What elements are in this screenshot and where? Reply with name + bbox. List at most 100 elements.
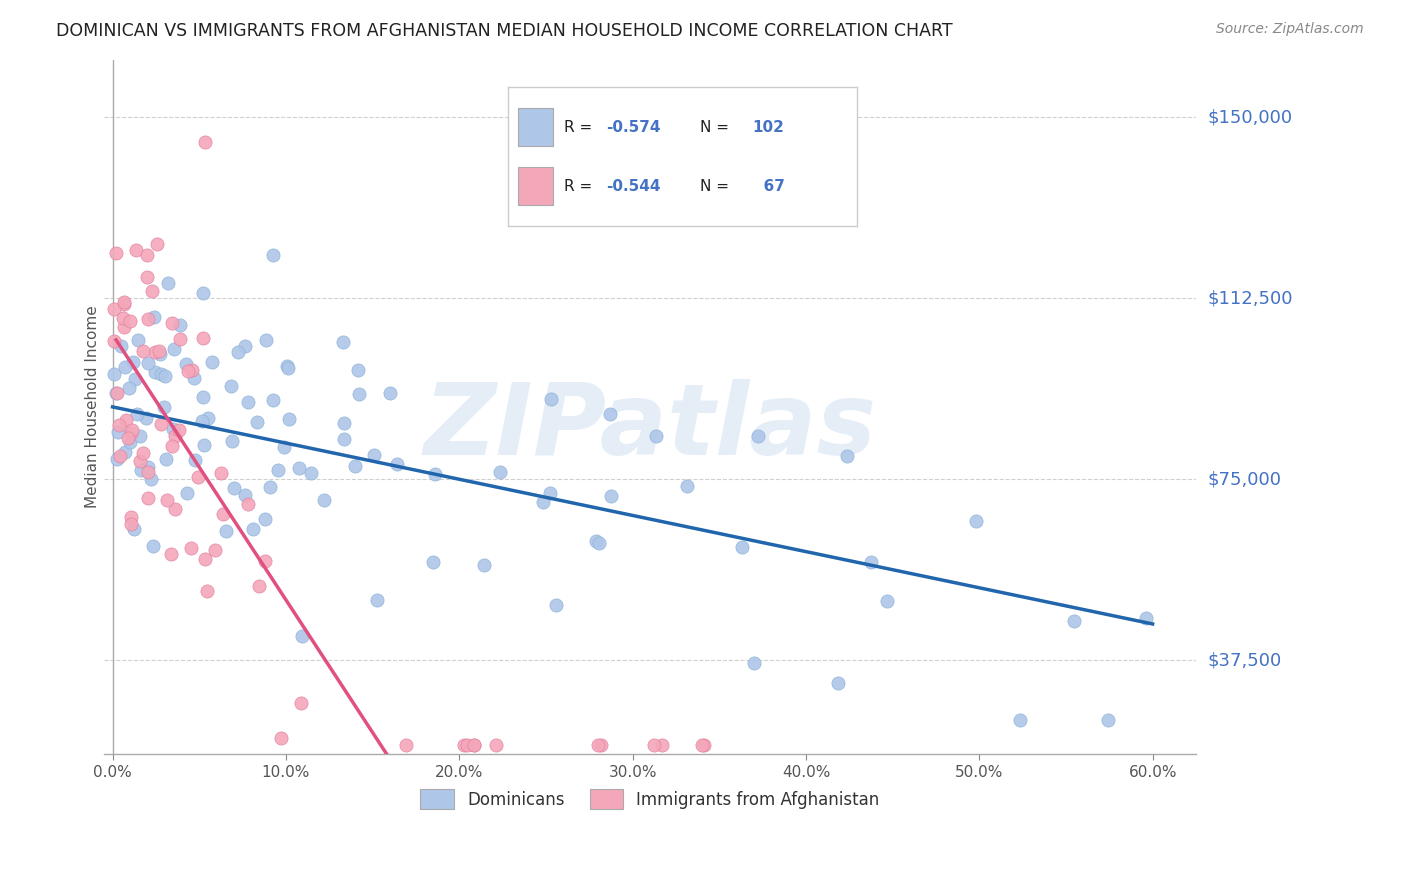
- Point: [103, 301, 125, 316]
- Point: [195, 583, 218, 598]
- Point: [827, 676, 849, 690]
- Point: [489, 466, 512, 480]
- Point: [333, 432, 356, 446]
- Point: [643, 738, 665, 752]
- Point: [531, 495, 554, 509]
- Point: [197, 411, 219, 425]
- Point: [253, 554, 276, 568]
- Point: [544, 598, 567, 612]
- Point: [169, 318, 191, 332]
- Text: $112,500: $112,500: [1208, 289, 1292, 308]
- Point: [422, 556, 444, 570]
- Point: [155, 369, 177, 384]
- Point: [149, 347, 172, 361]
- Point: [129, 463, 152, 477]
- Point: [349, 386, 371, 401]
- Point: [463, 738, 485, 752]
- Point: [107, 451, 129, 466]
- Point: [124, 244, 146, 258]
- Point: [363, 448, 385, 462]
- Point: [160, 548, 183, 562]
- Point: [456, 738, 478, 752]
- Point: [138, 491, 160, 505]
- Point: [180, 363, 202, 377]
- Point: [860, 555, 883, 569]
- Text: $75,000: $75,000: [1208, 470, 1281, 488]
- Point: [112, 320, 135, 334]
- Point: [675, 479, 697, 493]
- Point: [238, 395, 260, 409]
- Point: [165, 429, 187, 443]
- Point: [160, 316, 183, 330]
- Point: [120, 516, 142, 531]
- Point: [291, 629, 314, 643]
- Point: [742, 657, 765, 671]
- Point: [385, 457, 408, 471]
- Point: [425, 467, 447, 482]
- Point: [290, 696, 312, 710]
- Point: [180, 541, 202, 555]
- Point: [105, 385, 128, 400]
- Point: [107, 425, 129, 439]
- Point: [129, 454, 152, 468]
- Text: $37,500: $37,500: [1208, 651, 1281, 669]
- Point: [588, 535, 610, 549]
- Point: [215, 524, 238, 539]
- Point: [254, 333, 277, 347]
- Point: [127, 333, 149, 347]
- Point: [193, 286, 215, 301]
- Point: [343, 458, 366, 473]
- Point: [136, 270, 159, 285]
- Text: ZIPatlas: ZIPatlas: [423, 379, 876, 476]
- Point: [150, 417, 173, 431]
- Point: [176, 357, 198, 371]
- Point: [191, 390, 214, 404]
- Point: [276, 359, 298, 373]
- Point: [135, 411, 157, 425]
- Point: [183, 371, 205, 385]
- Point: [176, 364, 198, 378]
- Point: [187, 470, 209, 484]
- Point: [114, 412, 136, 426]
- Point: [131, 445, 153, 459]
- Point: [142, 540, 165, 554]
- Point: [108, 449, 131, 463]
- Point: [124, 372, 146, 386]
- Point: [117, 430, 139, 444]
- Point: [204, 542, 226, 557]
- Point: [333, 417, 356, 431]
- Point: [114, 360, 136, 375]
- Point: [837, 449, 859, 463]
- Point: [463, 738, 485, 752]
- Point: [259, 479, 281, 493]
- Point: [118, 313, 141, 327]
- Point: [233, 487, 256, 501]
- Point: [965, 514, 987, 528]
- Point: [165, 501, 187, 516]
- Point: [128, 429, 150, 443]
- Point: [221, 434, 243, 448]
- Point: [112, 311, 135, 326]
- Point: [120, 510, 142, 524]
- Point: [233, 339, 256, 353]
- Point: [876, 594, 898, 608]
- Point: [152, 401, 174, 415]
- Point: [103, 367, 125, 381]
- Point: [599, 407, 621, 421]
- Point: [110, 339, 132, 353]
- Point: [112, 297, 135, 311]
- Point: [1063, 614, 1085, 628]
- Point: [270, 731, 292, 745]
- Point: [146, 236, 169, 251]
- Point: [136, 459, 159, 474]
- Point: [103, 334, 125, 348]
- Point: [132, 343, 155, 358]
- Point: [108, 417, 131, 432]
- Point: [226, 344, 249, 359]
- Point: [157, 276, 180, 290]
- Point: [150, 367, 173, 381]
- Point: [1010, 714, 1032, 728]
- Point: [247, 579, 270, 593]
- Point: [472, 558, 495, 572]
- Point: [273, 440, 295, 454]
